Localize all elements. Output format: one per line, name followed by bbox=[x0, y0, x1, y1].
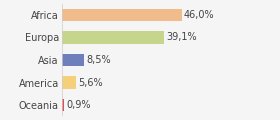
Text: 5,6%: 5,6% bbox=[78, 78, 103, 87]
Text: 39,1%: 39,1% bbox=[166, 33, 197, 42]
Text: 0,9%: 0,9% bbox=[66, 100, 90, 110]
Bar bbox=[62, 54, 84, 66]
Bar bbox=[62, 9, 182, 21]
Text: 46,0%: 46,0% bbox=[184, 10, 214, 20]
Bar bbox=[62, 99, 64, 111]
Text: 8,5%: 8,5% bbox=[86, 55, 111, 65]
Bar bbox=[62, 31, 164, 44]
Bar bbox=[62, 76, 76, 89]
